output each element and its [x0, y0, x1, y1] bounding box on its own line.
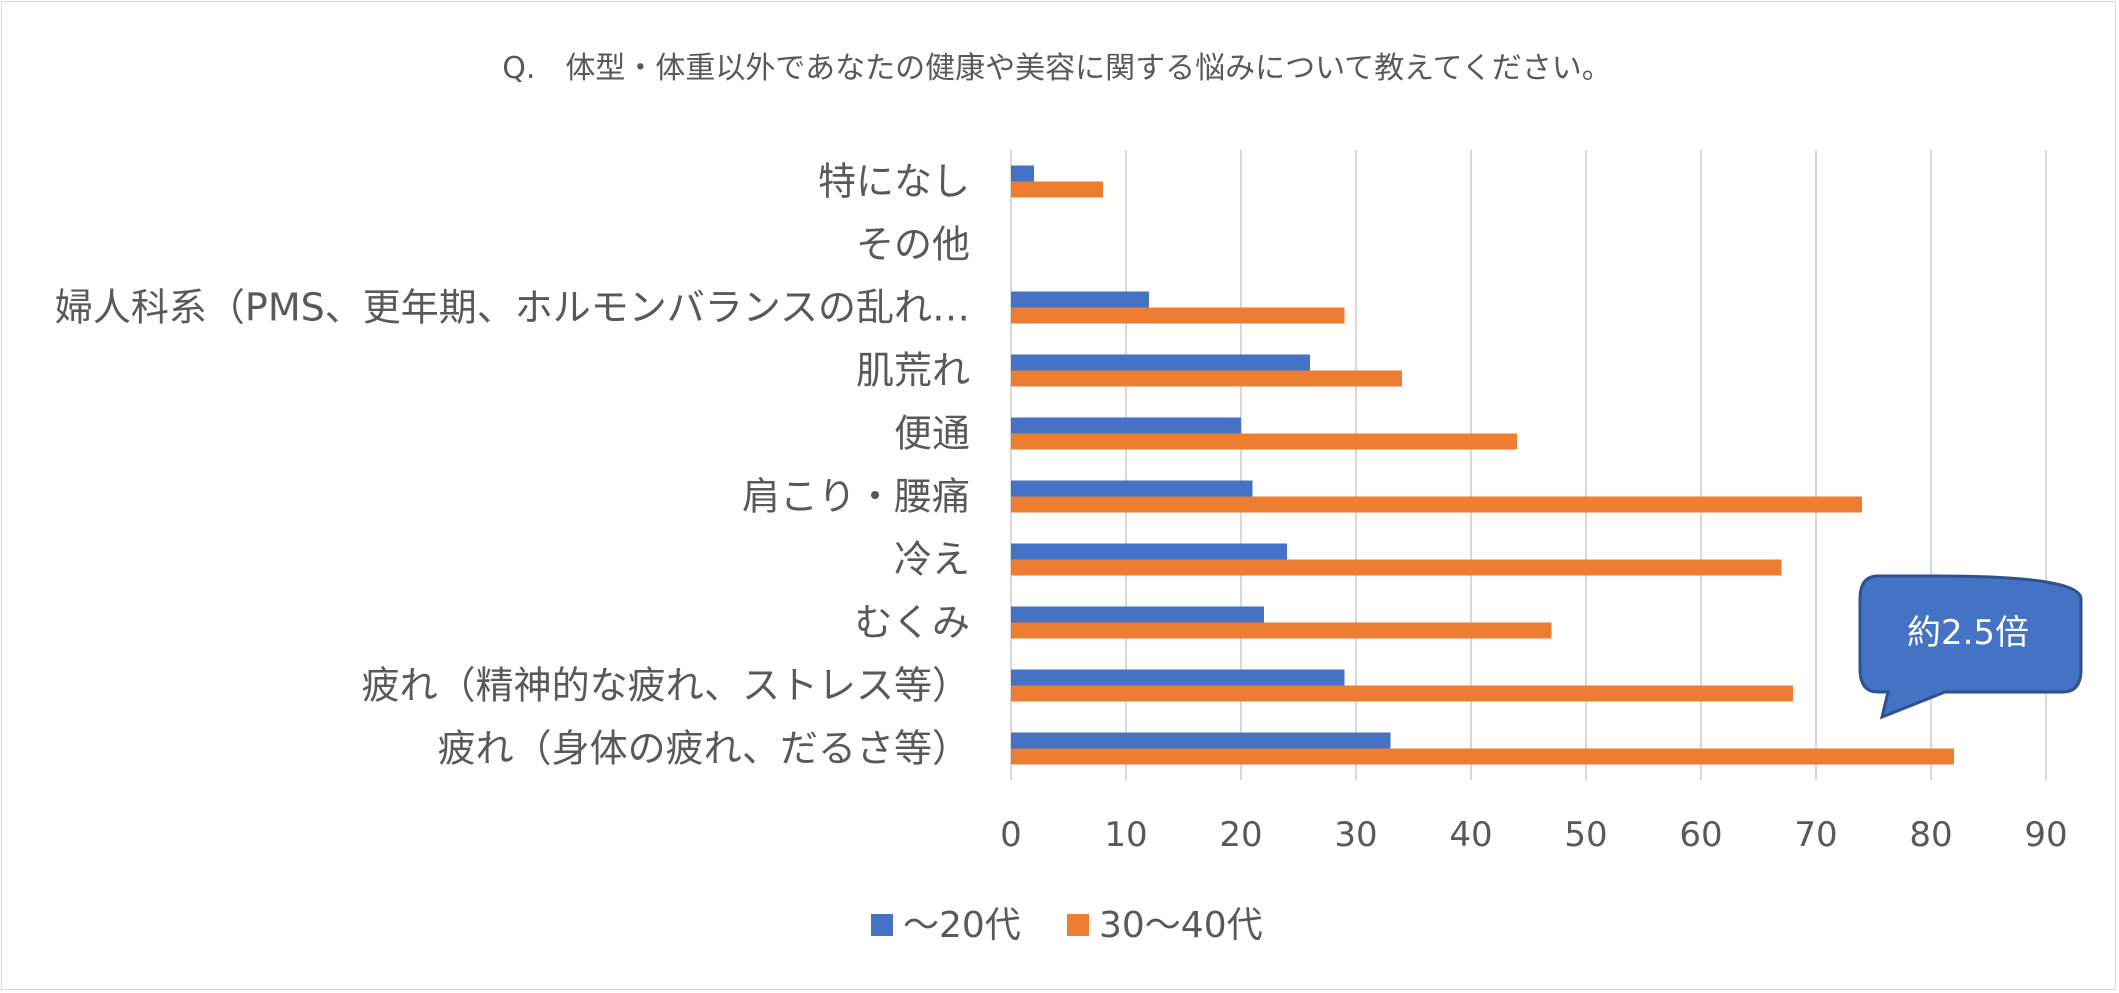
x-axis-ticks: 0 10 20 30 40 50 60 70 80 90: [1000, 815, 2067, 855]
bar-under20s-8: [1011, 669, 1345, 686]
bar-under20s-5: [1011, 480, 1253, 497]
bar-30s40s-2: [1011, 307, 1345, 324]
callout: 約2.5倍: [1858, 574, 2083, 720]
x-tick-label: 20: [1219, 815, 1262, 855]
bar-30s40s-4: [1011, 433, 1517, 450]
category-label: 疲れ（精神的な疲れ、ストレス等）: [362, 664, 970, 708]
x-tick-label: 70: [1794, 815, 1837, 855]
bar-30s40s-7: [1011, 622, 1552, 639]
bar-30s40s-8: [1011, 685, 1793, 702]
x-tick-label: 80: [1909, 815, 1952, 855]
callout-text: 約2.5倍: [1907, 613, 2029, 653]
x-tick-label: 40: [1449, 815, 1492, 855]
bar-30s40s-6: [1011, 559, 1782, 576]
category-label: 肌荒れ: [856, 349, 970, 393]
category-label: 婦人科系（PMS、更年期、ホルモンバランスの乱れ…: [55, 286, 970, 330]
bar-under20s-4: [1011, 417, 1241, 434]
x-tick-label: 0: [1000, 815, 1022, 855]
legend: 〜20代 30〜40代: [871, 905, 1263, 946]
bar-under20s-0: [1011, 165, 1034, 182]
callout-bubble: [1858, 574, 2083, 720]
x-tick-label: 10: [1104, 815, 1147, 855]
legend-label: 〜20代: [903, 905, 1021, 946]
x-tick-label: 60: [1679, 815, 1722, 855]
x-tick-label: 30: [1334, 815, 1377, 855]
bars: [1011, 165, 1954, 765]
bar-30s40s-5: [1011, 496, 1862, 513]
legend-label: 30〜40代: [1099, 905, 1263, 946]
bar-30s40s-3: [1011, 370, 1402, 387]
category-label: 便通: [894, 412, 970, 456]
bar-under20s-2: [1011, 291, 1149, 308]
x-tick-label: 50: [1564, 815, 1607, 855]
bar-under20s-9: [1011, 732, 1391, 749]
bar-30s40s-9: [1011, 748, 1954, 765]
category-label: 冷え: [894, 538, 970, 582]
category-label: 疲れ（身体の疲れ、だるさ等）: [438, 727, 970, 771]
bar-under20s-6: [1011, 543, 1287, 560]
category-label: その他: [856, 223, 970, 267]
category-label: 特になし: [818, 160, 970, 204]
bar-30s40s-0: [1011, 181, 1103, 198]
legend-swatch: [1067, 914, 1089, 936]
x-tick-label: 90: [2024, 815, 2067, 855]
category-label: むくみ: [854, 601, 970, 645]
chart-title: Q. 体型・体重以外であなたの健康や美容に関する悩みについて教えてください。: [502, 51, 1612, 86]
bar-under20s-7: [1011, 606, 1264, 623]
bar-under20s-3: [1011, 354, 1310, 371]
legend-swatch: [871, 914, 893, 936]
category-label: 肩こり・腰痛: [742, 475, 970, 519]
